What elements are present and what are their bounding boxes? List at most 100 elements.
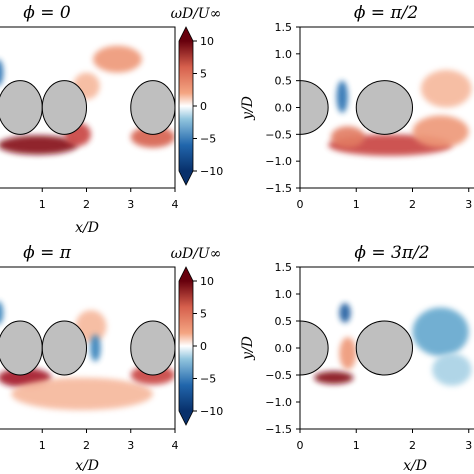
colorbar-tick-label: −10 bbox=[200, 165, 223, 178]
colorbar-tick-label: −5 bbox=[200, 133, 216, 146]
x-tick-label: 1 bbox=[39, 439, 46, 452]
cylinder bbox=[300, 80, 329, 135]
colorbar-tick-label: 10 bbox=[200, 35, 214, 48]
cylinder bbox=[355, 80, 413, 135]
colorbar-tick-label: 10 bbox=[200, 275, 214, 288]
cylinders bbox=[300, 320, 413, 376]
cylinder bbox=[41, 80, 87, 135]
y-axis-label: y/D bbox=[240, 336, 256, 361]
y-axis-label: y/D bbox=[240, 96, 256, 121]
colorbar-ticks: 10 5 0 −5 −10 bbox=[193, 275, 223, 418]
x-tick-label: 2 bbox=[83, 439, 90, 452]
vorticity-regions bbox=[328, 69, 472, 156]
x-tick-label: 1 bbox=[353, 439, 360, 452]
cylinder bbox=[130, 80, 175, 135]
y-tick-label: −1.5 bbox=[265, 182, 292, 195]
y-tick-label: 0.0 bbox=[275, 342, 293, 355]
colorbar-extend-bottom bbox=[179, 411, 193, 425]
colorbar-bottom: ωD/U∞ 10 5 0 −5 −10 bbox=[171, 246, 223, 426]
y-tick-label: 1.5 bbox=[275, 261, 293, 274]
panel-title: ϕ = 3π/2 bbox=[354, 243, 429, 263]
x-tick-label: 4 bbox=[172, 198, 179, 211]
negative-vorticity-region bbox=[0, 60, 4, 86]
positive-vorticity-region bbox=[339, 337, 357, 370]
x-tick-label: 0 bbox=[297, 439, 304, 452]
x-tick-label: 3 bbox=[465, 439, 472, 452]
y-tick-label: 1.0 bbox=[275, 288, 293, 301]
colorbar-label: ωD/U∞ bbox=[171, 6, 222, 22]
y-ticks: 1.5 1.0 0.5 0.0 −0.5 −1.0 −1.5 bbox=[265, 261, 300, 436]
cylinder bbox=[355, 320, 413, 376]
negative-vorticity-region bbox=[432, 353, 472, 386]
cylinder bbox=[0, 320, 43, 376]
x-tick-label: 0 bbox=[297, 198, 304, 211]
colorbar-tick-label: 0 bbox=[200, 100, 207, 113]
x-tick-label: 3 bbox=[127, 439, 134, 452]
colorbar-extend-bottom bbox=[179, 171, 193, 185]
positive-vorticity-region bbox=[420, 69, 472, 108]
positive-vorticity-region bbox=[130, 126, 175, 148]
x-ticks: 1 2 3 4 bbox=[39, 429, 179, 452]
vorticity-regions bbox=[314, 303, 472, 386]
positive-vorticity-region bbox=[314, 371, 354, 385]
cylinders bbox=[0, 320, 175, 376]
y-tick-label: 0.5 bbox=[275, 315, 293, 328]
x-tick-label: 2 bbox=[409, 439, 416, 452]
panel-title: ϕ = π/2 bbox=[354, 3, 418, 23]
panel-title: ϕ = 0 bbox=[23, 3, 71, 23]
positive-vorticity-region bbox=[330, 126, 365, 148]
positive-vorticity-region bbox=[93, 45, 142, 73]
colorbar-extend-top bbox=[179, 267, 193, 281]
colorbar-tick-label: 0 bbox=[200, 340, 207, 353]
cylinder bbox=[130, 320, 175, 376]
colorbar-gradient bbox=[179, 281, 193, 411]
y-ticks: 1.5 1.0 0.5 0.0 −0.5 −1.0 −1.5 bbox=[265, 21, 300, 195]
x-tick-label: 4 bbox=[172, 439, 179, 452]
x-ticks: 0 1 2 3 bbox=[297, 188, 472, 211]
cylinder bbox=[0, 80, 43, 135]
plot-area bbox=[0, 45, 175, 155]
colorbar-tick-label: −5 bbox=[200, 373, 216, 386]
cylinder bbox=[300, 320, 329, 376]
x-tick-label: 1 bbox=[353, 198, 360, 211]
x-tick-label: 1 bbox=[39, 198, 46, 211]
x-tick-label: 2 bbox=[409, 198, 416, 211]
negative-vorticity-region bbox=[90, 334, 101, 362]
x-tick-label: 3 bbox=[465, 198, 472, 211]
positive-vorticity-region bbox=[0, 135, 78, 155]
y-tick-label: −1.0 bbox=[265, 155, 292, 168]
x-tick-label: 3 bbox=[127, 198, 134, 211]
x-ticks: 1 2 3 4 bbox=[39, 188, 179, 211]
colorbar-gradient bbox=[179, 41, 193, 171]
negative-vorticity-region bbox=[412, 307, 469, 357]
negative-vorticity-region bbox=[336, 80, 348, 113]
plot-area bbox=[300, 69, 472, 156]
colorbar-tick-label: 5 bbox=[200, 68, 207, 81]
x-ticks: 0 1 2 3 bbox=[297, 429, 472, 452]
plot-area bbox=[300, 303, 472, 386]
y-tick-label: −0.5 bbox=[265, 128, 292, 141]
colorbar-extend-top bbox=[179, 27, 193, 41]
colorbar-top: ωD/U∞ 10 5 0 −5 −10 bbox=[171, 6, 223, 186]
colorbar-ticks: 10 5 0 −5 −10 bbox=[193, 35, 223, 178]
negative-vorticity-region bbox=[339, 303, 351, 323]
cylinders bbox=[0, 80, 175, 135]
y-tick-label: −1.0 bbox=[265, 396, 292, 409]
panel-bottom-right: ϕ = 3π/2 0 1 2 3 1.5 1.0 0.5 0.0 −0.5 −1.0 −1.5 y… bbox=[240, 243, 474, 474]
colorbar-label: ωD/U∞ bbox=[171, 246, 222, 262]
cylinders bbox=[300, 80, 413, 135]
negative-vorticity-region bbox=[0, 301, 4, 324]
y-tick-label: 1.0 bbox=[275, 48, 293, 61]
y-tick-label: 0.5 bbox=[275, 75, 293, 88]
panel-top-right: ϕ = π/2 0 1 2 3 1.5 1.0 0.5 0.0 −0.5 −1.0 −1.5 y/… bbox=[240, 3, 474, 211]
colorbar-tick-label: 5 bbox=[200, 308, 207, 321]
plot-area bbox=[0, 301, 175, 411]
y-tick-label: −1.5 bbox=[265, 423, 292, 436]
positive-vorticity-region bbox=[11, 377, 153, 411]
cylinder bbox=[41, 320, 87, 376]
colorbar-tick-label: −10 bbox=[200, 405, 223, 418]
y-tick-label: −0.5 bbox=[265, 369, 292, 382]
x-axis-label: x/D bbox=[403, 458, 427, 474]
x-axis-label: x/D bbox=[75, 220, 99, 236]
